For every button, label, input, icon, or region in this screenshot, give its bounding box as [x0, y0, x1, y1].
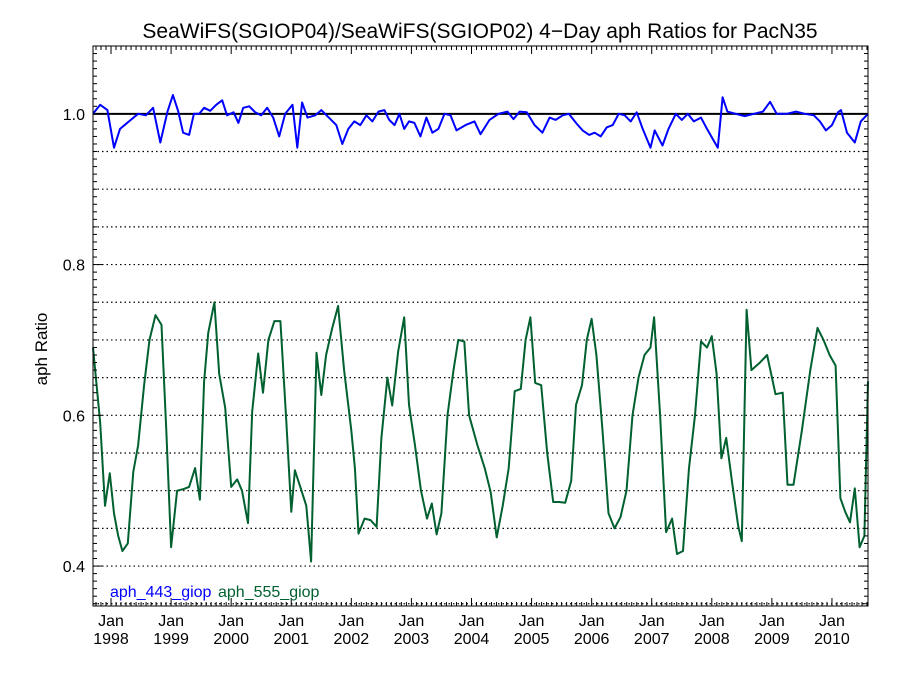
x-tick-label-year: 2005	[514, 631, 550, 648]
series-line-aph_443_giop	[92, 94, 869, 149]
y-tick-label: 1.0	[63, 107, 85, 124]
x-tick-label-month: Jan	[579, 613, 605, 630]
x-tick-label-month: Jan	[699, 613, 725, 630]
x-tick-label-year: 2008	[694, 631, 730, 648]
x-tick-label-year: 2009	[754, 631, 790, 648]
x-tick-label-month: Jan	[278, 613, 304, 630]
legend-entry-aph-555: aph_555_giop	[218, 584, 320, 601]
x-tick-label-year: 2003	[394, 631, 430, 648]
x-tick-label-month: Jan	[819, 613, 845, 630]
x-tick-label-month: Jan	[759, 613, 785, 630]
chart-title: SeaWiFS(SGIOP04)/SeaWiFS(SGIOP02) 4−Day …	[142, 20, 817, 43]
x-tick-label-month: Jan	[158, 613, 184, 630]
x-tick-label-year: 2001	[273, 631, 309, 648]
y-tick-label: 0.8	[63, 258, 85, 275]
y-tick-label: 0.6	[63, 408, 85, 425]
y-axis: 0.4 0.6 0.8 1.0	[63, 53, 868, 605]
x-axis: Jan1998Jan1999Jan2000Jan2001Jan2002Jan20…	[93, 46, 868, 648]
x-tick-label-year: 2004	[454, 631, 490, 648]
grid-lines	[93, 150, 868, 605]
x-tick-label-year: 2000	[213, 631, 249, 648]
x-tick-label-month: Jan	[519, 613, 545, 630]
plot-frame	[92, 45, 869, 607]
x-tick-label-month: Jan	[218, 613, 244, 630]
x-tick-label-year: 2002	[334, 631, 370, 648]
series-line-aph_555_giop	[92, 301, 869, 563]
x-tick-label-month: Jan	[399, 613, 425, 630]
x-tick-label-year: 1998	[93, 631, 129, 648]
y-tick-label: 0.4	[63, 559, 85, 576]
x-tick-label-month: Jan	[459, 613, 485, 630]
legend: aph_443_giop aph_555_giop	[110, 584, 320, 601]
x-tick-label-year: 2006	[574, 631, 610, 648]
x-tick-label-month: Jan	[338, 613, 364, 630]
x-tick-label-month: Jan	[639, 613, 665, 630]
series-lines	[92, 94, 869, 563]
x-tick-label-year: 1999	[153, 631, 189, 648]
x-tick-label-month: Jan	[98, 613, 124, 630]
legend-entry-aph-443: aph_443_giop	[110, 584, 212, 601]
x-tick-label-year: 2010	[814, 631, 850, 648]
x-tick-label-year: 2007	[634, 631, 670, 648]
y-axis-label: aph Ratio	[32, 313, 51, 386]
